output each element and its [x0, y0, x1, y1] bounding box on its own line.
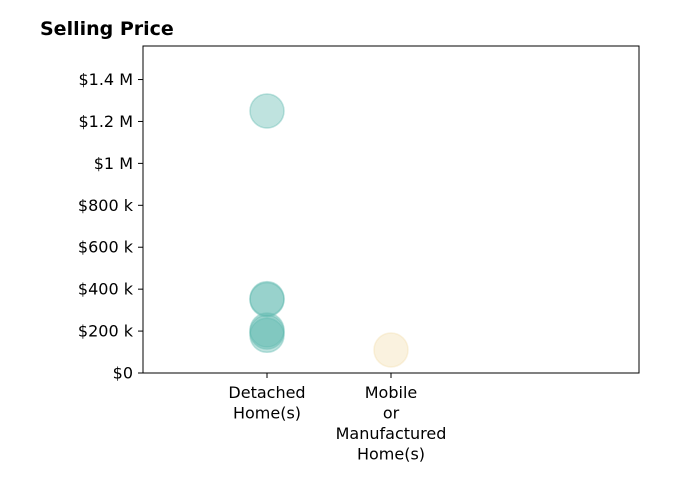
- x-tick-label: Home(s): [233, 404, 301, 423]
- data-point: [249, 312, 285, 348]
- data-point: [373, 332, 409, 368]
- plot-frame: [142, 45, 640, 374]
- data-point: [249, 317, 285, 354]
- y-tick-label: $1 M: [94, 154, 133, 173]
- y-tick-label: $1.4 M: [78, 70, 133, 89]
- y-tick-label: $800 k: [78, 196, 134, 215]
- y-tick-label: $600 k: [78, 238, 134, 257]
- data-point: [249, 281, 285, 318]
- y-tick-label: $200 k: [78, 322, 134, 341]
- x-tick-label: Manufactured: [336, 424, 447, 443]
- data-point: [249, 93, 285, 129]
- y-tick-label: $400 k: [78, 280, 134, 299]
- data-point: [249, 280, 285, 317]
- y-tick-label: $1.2 M: [78, 112, 133, 131]
- y-axis: $0 $200 k $400 k $600 k $800 k $1 M $1.2 M $1.4…: [78, 70, 143, 383]
- data-points: [249, 93, 409, 368]
- x-tick-label: or: [383, 404, 400, 423]
- x-tick-label: Home(s): [357, 445, 425, 464]
- chart-title: Selling Price: [40, 18, 174, 40]
- x-tick-label: Mobile: [365, 383, 417, 402]
- y-tick-label: $0: [113, 364, 133, 383]
- x-tick-label: Detached: [228, 383, 305, 402]
- data-point: [249, 314, 285, 350]
